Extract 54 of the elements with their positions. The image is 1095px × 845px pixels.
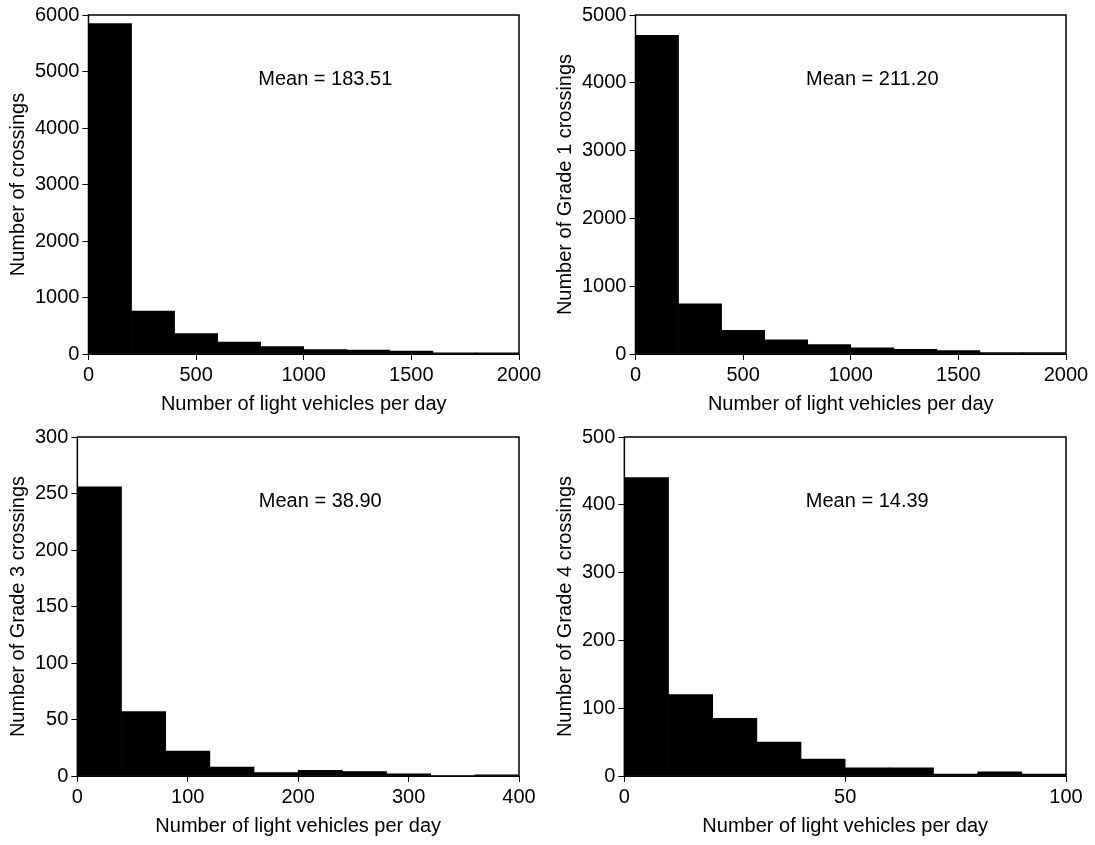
x-tick-label: 500 bbox=[726, 362, 760, 385]
y-tick-label: 200 bbox=[34, 537, 69, 560]
x-axis-title: Number of light vehicles per day bbox=[155, 813, 442, 836]
x-tick-label: 0 bbox=[82, 362, 95, 385]
y-tick-label: 100 bbox=[581, 695, 616, 718]
y-tick-label: 1000 bbox=[34, 285, 80, 308]
x-tick-label: 500 bbox=[179, 362, 213, 385]
y-axis-title: Number of Grade 3 crossings bbox=[5, 475, 28, 738]
x-axis-title: Number of light vehicles per day bbox=[702, 813, 989, 836]
x-axis-title: Number of light vehicles per day bbox=[160, 391, 447, 414]
y-tick-label: 2000 bbox=[34, 228, 80, 251]
x-tick-label: 1500 bbox=[936, 362, 981, 385]
x-tick-label: 1500 bbox=[389, 362, 434, 385]
x-tick-label: 1000 bbox=[281, 362, 326, 385]
x-tick-label: 100 bbox=[171, 784, 205, 807]
y-tick-label: 50 bbox=[46, 707, 69, 730]
annotation: Mean = 183.51 bbox=[258, 66, 393, 89]
annotation: Mean = 211.20 bbox=[806, 66, 939, 89]
y-axis-title: Number of crossings bbox=[5, 92, 28, 277]
y-tick-label: 2000 bbox=[581, 205, 627, 228]
y-tick-label: 5000 bbox=[34, 59, 80, 82]
x-tick-label: 200 bbox=[281, 784, 315, 807]
y-tick-label: 400 bbox=[581, 492, 616, 515]
y-tick-label: 250 bbox=[34, 481, 69, 504]
y-tick-label: 4000 bbox=[581, 70, 627, 93]
x-tick-label: 2000 bbox=[1043, 362, 1089, 385]
y-tick-label: 6000 bbox=[34, 2, 80, 25]
y-tick-label: 300 bbox=[34, 424, 69, 447]
x-tick-label: 100 bbox=[1049, 784, 1083, 807]
y-tick-label: 4000 bbox=[34, 115, 80, 138]
y-tick-label: 0 bbox=[615, 341, 627, 364]
x-tick-label: 2000 bbox=[496, 362, 542, 385]
x-tick-label: 50 bbox=[834, 784, 857, 807]
x-tick-label: 400 bbox=[502, 784, 536, 807]
x-axis-title: Number of light vehicles per day bbox=[707, 391, 994, 414]
y-tick-label: 0 bbox=[68, 341, 80, 364]
y-axis-title: Number of Grade 1 crossings bbox=[552, 53, 575, 316]
y-tick-label: 300 bbox=[581, 560, 616, 583]
x-tick-label: 0 bbox=[629, 362, 642, 385]
y-tick-label: 500 bbox=[581, 424, 616, 447]
y-tick-label: 3000 bbox=[581, 138, 627, 161]
annotation: Mean = 38.90 bbox=[258, 488, 382, 511]
x-tick-label: 300 bbox=[391, 784, 426, 807]
y-tick-label: 0 bbox=[57, 763, 69, 786]
annotation: Mean = 14.39 bbox=[805, 488, 929, 511]
y-tick-label: 1000 bbox=[581, 273, 627, 296]
y-tick-label: 150 bbox=[34, 594, 69, 617]
y-tick-label: 5000 bbox=[581, 2, 627, 25]
y-axis-title: Number of Grade 4 crossings bbox=[552, 475, 575, 738]
y-tick-label: 3000 bbox=[34, 172, 80, 195]
y-tick-label: 200 bbox=[581, 627, 616, 650]
y-tick-label: 0 bbox=[604, 763, 616, 786]
x-tick-label: 1000 bbox=[828, 362, 873, 385]
y-tick-label: 100 bbox=[34, 650, 69, 673]
